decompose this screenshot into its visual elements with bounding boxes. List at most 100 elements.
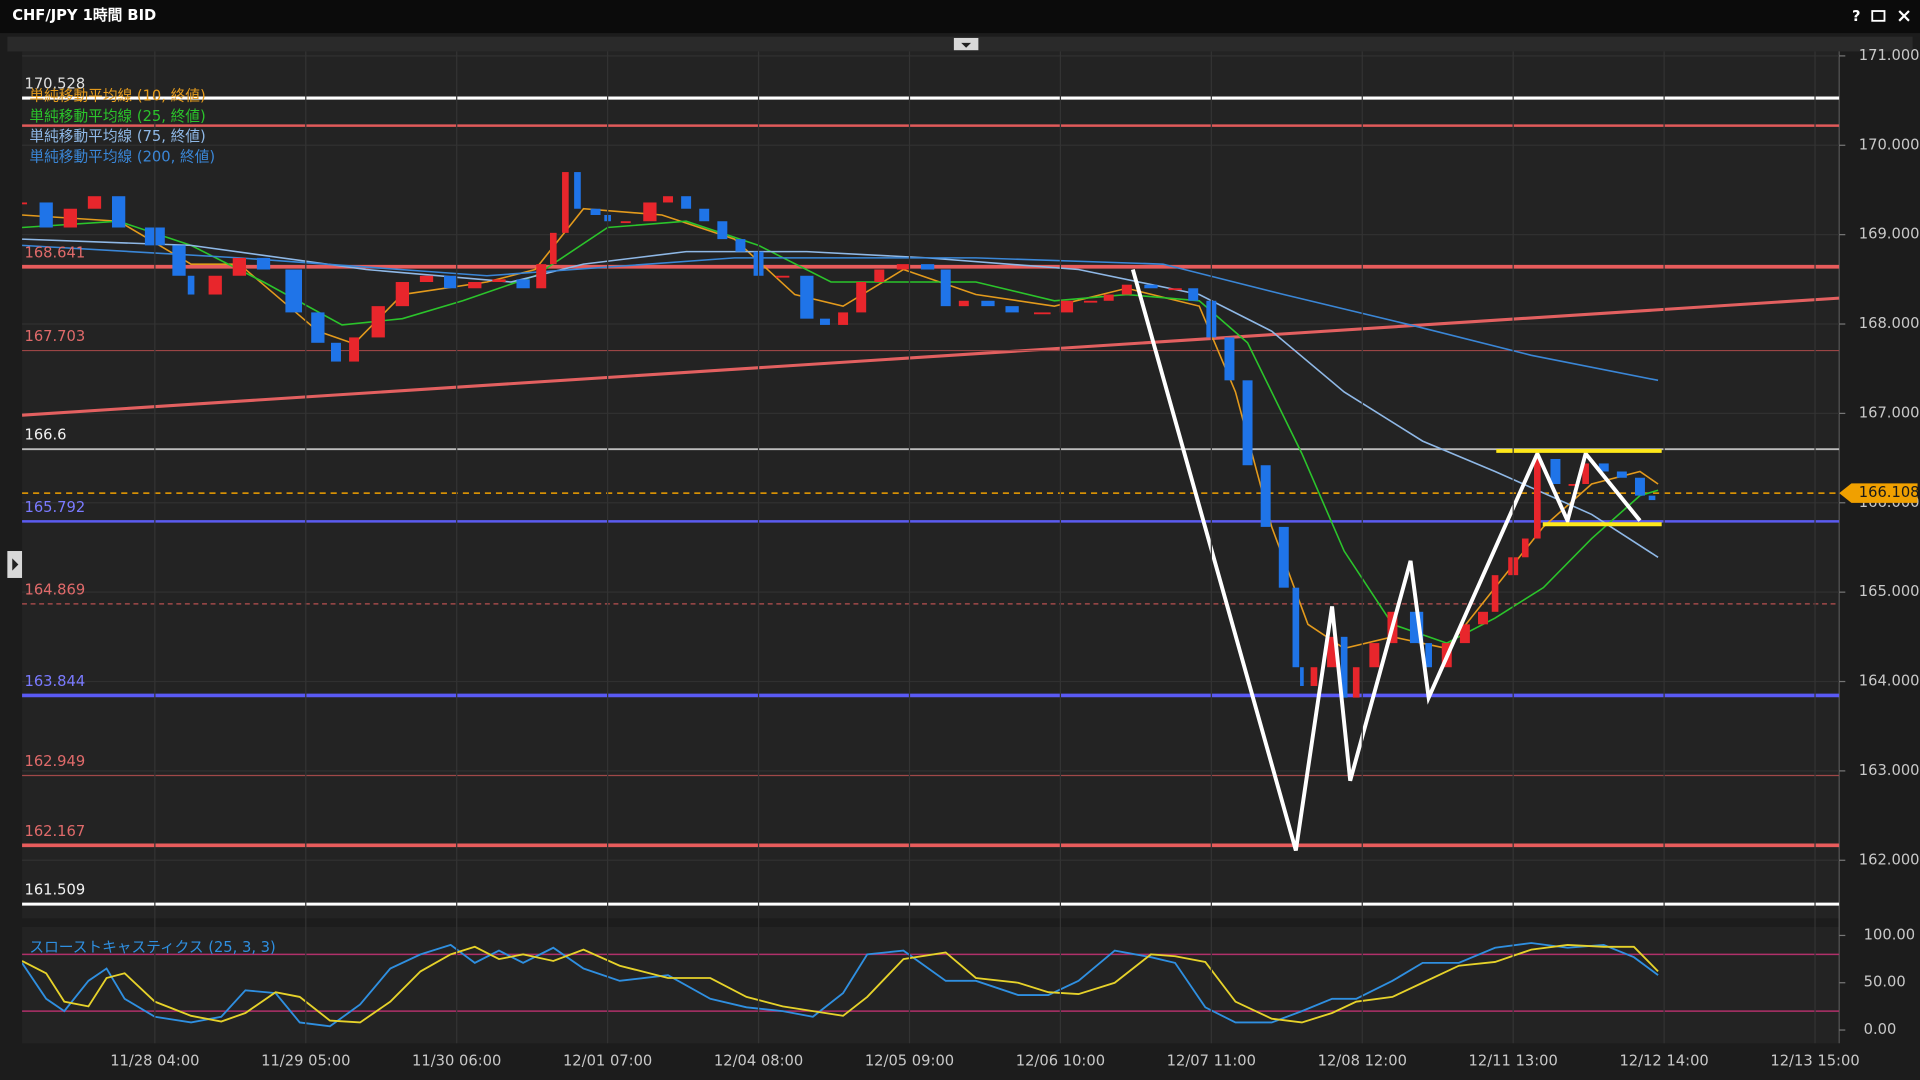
candle	[1534, 458, 1541, 539]
candle	[492, 279, 506, 283]
candle	[1459, 624, 1470, 644]
x-tick-label: 11/28 04:00	[110, 1053, 199, 1070]
candle	[838, 312, 849, 325]
candle	[1568, 484, 1579, 486]
x-tick-label: 12/07 11:00	[1167, 1053, 1256, 1070]
candle	[1260, 465, 1271, 527]
main-plot-area	[22, 51, 1840, 919]
y-tick-label: 163.000	[1859, 762, 1920, 779]
collapse-arrow	[961, 42, 972, 48]
moving-average-line	[22, 220, 1659, 644]
candle	[958, 300, 969, 307]
candle	[395, 282, 410, 307]
candle	[1491, 575, 1499, 612]
level-label: 165.792	[24, 499, 85, 516]
candle	[1550, 458, 1561, 485]
candle	[1582, 463, 1589, 485]
candle	[699, 208, 710, 222]
candle	[643, 202, 657, 222]
window-title: CHF/JPY 1時間 BID	[12, 6, 156, 24]
candle	[620, 221, 631, 224]
candle	[1005, 306, 1019, 313]
x-tick-label: 12/04 08:00	[714, 1053, 803, 1070]
candle	[1478, 611, 1488, 625]
y-tick-label: 0.00	[1864, 1021, 1897, 1038]
x-tick-label: 12/13 15:00	[1770, 1053, 1859, 1070]
candle	[516, 279, 530, 289]
y-tick-label: 162.000	[1859, 851, 1920, 868]
candle	[1327, 636, 1338, 668]
candle	[330, 342, 341, 362]
level-label: 166.6	[24, 427, 66, 444]
y-tick-label: 100.00	[1864, 926, 1915, 943]
x-tick-label: 12/05 09:00	[865, 1053, 954, 1070]
y-tick-label: 50.00	[1864, 974, 1906, 991]
help-button[interactable]: ?	[1852, 8, 1861, 25]
level-label: 164.869	[24, 581, 85, 598]
level-label: 161.509	[24, 882, 85, 899]
level-label: 162.167	[24, 823, 85, 840]
candle	[681, 196, 692, 209]
candle	[819, 318, 830, 325]
candle	[232, 257, 247, 276]
candle	[1648, 495, 1656, 501]
candle	[574, 172, 581, 209]
x-tick-label: 11/29 05:00	[261, 1053, 350, 1070]
candle	[1224, 337, 1235, 381]
candle	[39, 202, 53, 228]
level-label: 168.641	[24, 244, 85, 261]
candle	[896, 264, 911, 270]
y-tick-label: 170.000	[1859, 136, 1920, 153]
candle	[111, 196, 126, 228]
candle	[735, 239, 746, 252]
candle	[22, 202, 28, 205]
legend-entry: 単純移動平均線 (10, 終値)	[29, 88, 205, 105]
candle	[717, 221, 728, 240]
candle	[1121, 284, 1132, 295]
candle	[590, 208, 601, 215]
candle	[1278, 526, 1289, 588]
candle	[1634, 477, 1645, 496]
candle	[549, 232, 557, 265]
close-button[interactable]	[1898, 10, 1910, 22]
y-tick-label: 169.000	[1859, 226, 1920, 243]
candle	[1188, 288, 1199, 301]
candle	[562, 172, 569, 233]
candle	[1033, 312, 1051, 315]
candle	[349, 337, 360, 362]
candle	[1059, 300, 1074, 313]
x-tick-label: 12/06 10:00	[1016, 1053, 1105, 1070]
y-tick-label: 167.000	[1859, 404, 1920, 421]
labels: 11/28 04:00 11/29 05:00 11/30 06:00 12/01 0…	[24, 47, 1919, 1070]
candle	[87, 196, 102, 209]
moving-average-line	[22, 244, 1659, 382]
x-tick-label: 11/30 06:00	[412, 1053, 501, 1070]
candle	[187, 275, 195, 295]
candle	[1103, 294, 1114, 301]
candle	[1340, 636, 1348, 698]
level-label: 170.528	[24, 76, 85, 93]
title-bar	[0, 0, 1920, 34]
candle	[1083, 300, 1098, 303]
candle	[1369, 643, 1380, 668]
side-panel-arrow	[12, 558, 19, 571]
level-label: 163.844	[24, 673, 85, 690]
candle	[874, 269, 885, 283]
legend-entry: 単純移動平均線 (25, 終値)	[29, 108, 205, 125]
moving-average-line	[22, 238, 1659, 558]
candle	[285, 269, 303, 313]
maximize-button[interactable]	[1871, 10, 1886, 22]
x-tick-label: 12/08 12:00	[1318, 1053, 1407, 1070]
candle	[1144, 284, 1158, 289]
candle	[444, 275, 458, 289]
candle	[1300, 667, 1304, 686]
y-tick-label: 168.000	[1859, 315, 1920, 332]
legend-entry: 単純移動平均線 (75, 終値)	[29, 128, 205, 145]
candle	[1168, 288, 1182, 291]
candle	[63, 208, 77, 228]
candle	[1425, 643, 1432, 668]
candle	[663, 196, 673, 203]
x-tick-label: 12/11 13:00	[1469, 1053, 1558, 1070]
candle	[776, 275, 790, 278]
